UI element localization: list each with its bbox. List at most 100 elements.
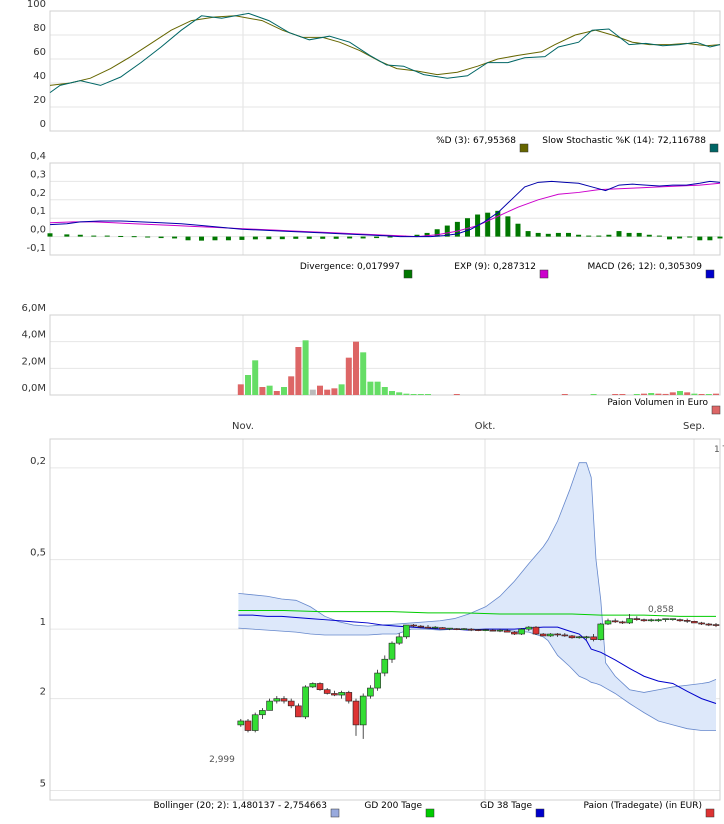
panel-frame xyxy=(49,10,721,132)
divergence-bar xyxy=(91,235,97,237)
divergence-bar xyxy=(306,236,312,239)
candle-body xyxy=(359,695,367,726)
volume-tick-label: 2,0M xyxy=(21,356,46,367)
candle-body xyxy=(475,629,482,631)
candle-body xyxy=(309,683,317,688)
volume-bar xyxy=(713,393,719,395)
volume-bar xyxy=(273,391,280,395)
volume-bar xyxy=(266,385,273,395)
volume-bar xyxy=(302,340,309,395)
divergence-bar xyxy=(77,234,83,237)
divergence-bar xyxy=(266,236,272,240)
candle-body xyxy=(683,620,691,622)
macd-tick-label: 0,4 xyxy=(30,151,46,162)
tick-note: 1 Tick = 1 Tag xyxy=(714,445,724,455)
volume-bar xyxy=(561,394,568,395)
divergence-bar xyxy=(185,236,191,241)
legend-label: Divergence: 0,017997 xyxy=(300,262,400,272)
divergence-bar xyxy=(374,236,380,239)
candle-body xyxy=(323,689,331,694)
legend-label: MACD (26; 12): 0,305309 xyxy=(588,262,703,272)
volume-bar xyxy=(655,393,662,395)
candle-body xyxy=(583,636,590,639)
bollinger-lower-line xyxy=(238,462,717,693)
candle-body xyxy=(395,636,403,644)
price-tick-label: 2 xyxy=(40,687,46,698)
candle-body xyxy=(259,710,266,716)
candle-body xyxy=(453,628,461,630)
macd-tick-label: 0,3 xyxy=(30,169,46,180)
candle-body xyxy=(568,635,576,639)
candle-body xyxy=(676,619,684,622)
candle-body xyxy=(403,624,410,638)
volume-bar xyxy=(252,360,259,395)
divergence-bar xyxy=(606,234,612,237)
candle-body xyxy=(597,623,605,640)
legend-swatch xyxy=(539,269,549,279)
volume-bar xyxy=(353,341,359,395)
volume-bar xyxy=(338,384,345,395)
bollinger-upper-line xyxy=(238,627,716,731)
volume-bar xyxy=(324,389,331,395)
panel-frame xyxy=(49,438,721,801)
divergence-bar xyxy=(656,235,662,237)
divergence-bar xyxy=(717,236,723,239)
candle-body xyxy=(244,720,252,731)
candle-body xyxy=(482,629,489,631)
axis-ticks: 0,2 0,5 1 2 5 Sep. Okt. Nov. 0,0M 2,0M 4,0M 6,0M -0,… xyxy=(21,0,705,789)
candle-body xyxy=(237,720,245,726)
candle-body xyxy=(431,626,439,629)
candle-body xyxy=(705,623,713,626)
month-label: Nov. xyxy=(232,421,254,432)
divergence-bar xyxy=(636,232,642,237)
volume-bar xyxy=(288,376,295,395)
price-high-label: 0,858 xyxy=(648,605,674,615)
legend-swatch xyxy=(711,405,721,415)
volume-bar xyxy=(281,387,287,395)
divergence-bar xyxy=(64,234,70,237)
legend-label: EXP (9): 0,287312 xyxy=(454,262,536,272)
stoch-tick-label: 80 xyxy=(33,23,46,34)
volume-bar xyxy=(417,394,424,395)
divergence-bar xyxy=(199,236,205,241)
divergence-bar xyxy=(677,236,683,239)
panel-frame xyxy=(49,162,721,256)
volume-bar xyxy=(648,393,655,395)
volume-bar xyxy=(410,394,417,395)
candle-body xyxy=(547,633,554,637)
candle-body xyxy=(712,624,720,626)
candle-body xyxy=(604,620,612,625)
stoch-tick-label: 20 xyxy=(33,95,46,106)
candle-body xyxy=(417,625,425,628)
month-label: Sep. xyxy=(683,421,705,432)
volume-panel xyxy=(237,340,719,395)
candle-body xyxy=(266,700,273,711)
candle-body xyxy=(489,629,497,632)
macd-line xyxy=(49,180,721,238)
divergence-bar xyxy=(565,232,571,237)
legends: Paion (Tradegate) (in EUR) GD 38 Tage GD 2… xyxy=(153,136,721,818)
candle-body xyxy=(280,698,288,702)
exp-line xyxy=(49,182,721,238)
divergence-bar xyxy=(444,225,450,237)
volume-bar xyxy=(381,387,388,395)
volume-bar xyxy=(691,393,698,395)
bollinger-band-fill xyxy=(238,462,716,731)
price-tick-label: 0,5 xyxy=(30,548,46,559)
legend-label: Paion Volumen in Euro xyxy=(607,398,708,408)
legend-label: GD 200 Tage xyxy=(364,801,422,811)
volume-bar xyxy=(331,388,338,395)
panel-frame xyxy=(49,314,721,396)
divergence-bar xyxy=(485,212,491,237)
volume-bar xyxy=(245,375,251,395)
volume-bar xyxy=(374,381,381,395)
candle-body xyxy=(655,619,662,622)
candle-body xyxy=(338,692,345,696)
legend-label: %D (3): 67,95368 xyxy=(436,136,516,146)
divergence-bar xyxy=(279,236,285,240)
candle-body xyxy=(511,631,518,635)
divergence-bar xyxy=(131,236,137,238)
gd38-line xyxy=(238,614,717,704)
stoch-k-line xyxy=(49,12,721,94)
